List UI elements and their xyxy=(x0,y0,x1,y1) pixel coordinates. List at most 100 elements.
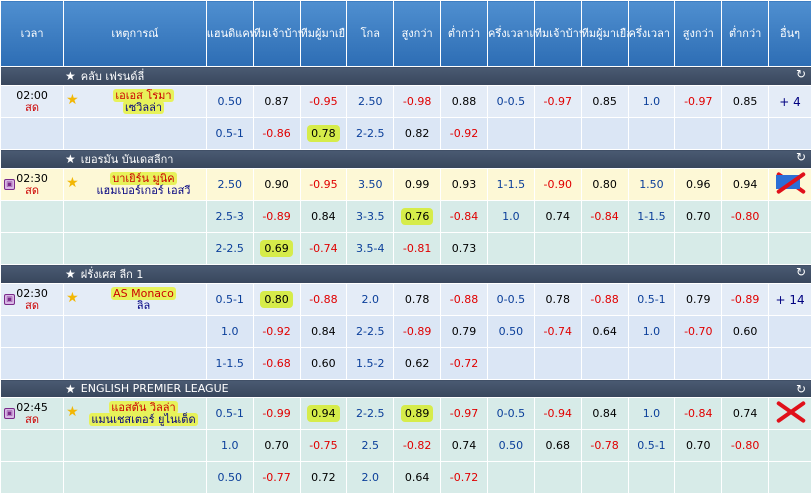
star-icon[interactable]: ★ xyxy=(66,290,79,306)
away-team[interactable]: เซวิลล่า xyxy=(122,100,164,114)
odds-cell[interactable]: 0.79 xyxy=(440,315,488,348)
home-team[interactable]: แอสตัน วิลล่า xyxy=(109,400,178,414)
odds-cell[interactable]: 0.82 xyxy=(393,117,442,150)
odds-cell[interactable]: 0.69 xyxy=(252,232,301,265)
away-team[interactable]: แฮมเบอร์เกอร์ เอสวี xyxy=(96,183,191,197)
tv-icon[interactable]: ▣ xyxy=(4,179,15,190)
more-bets[interactable]: + 4 xyxy=(768,85,812,118)
odds-cell[interactable]: -0.97 xyxy=(674,85,723,118)
tv-icon[interactable]: ▣ xyxy=(4,294,15,305)
star-icon[interactable]: ★ xyxy=(66,92,79,108)
away-team[interactable]: แมนเชสเตอร์ ยูไนเต็ด xyxy=(89,412,198,426)
odds-cell[interactable]: -0.84 xyxy=(674,397,723,430)
odds-cell[interactable]: 0.72 xyxy=(299,461,348,494)
home-team[interactable]: AS Monaco xyxy=(111,286,176,300)
star-icon[interactable]: ★ xyxy=(65,381,76,396)
star-icon[interactable]: ★ xyxy=(65,152,76,166)
odds-cell[interactable]: -0.84 xyxy=(440,200,488,233)
away-team[interactable]: ลิล xyxy=(136,298,151,312)
odds-cell[interactable]: -0.92 xyxy=(440,117,488,150)
odds-cell[interactable]: -0.72 xyxy=(440,461,488,494)
odds-cell[interactable]: 0.79 xyxy=(674,283,723,316)
refresh-icon[interactable]: ↻ xyxy=(795,265,806,280)
odds-cell[interactable]: -0.68 xyxy=(252,347,301,380)
refresh-icon[interactable]: ↻ xyxy=(795,150,806,165)
odds-cell[interactable]: 0.80 xyxy=(580,168,629,201)
odds-cell[interactable]: -0.74 xyxy=(299,232,348,265)
odds-cell[interactable]: -0.89 xyxy=(721,283,770,316)
odds-cell[interactable]: -0.74 xyxy=(533,315,582,348)
league-header[interactable]: ★ คลับ เฟรนด์ลี่ ↻ xyxy=(0,66,812,86)
odds-cell[interactable]: 0.60 xyxy=(299,347,348,380)
odds-cell[interactable]: 0.76 xyxy=(393,200,442,233)
odds-cell[interactable]: -0.88 xyxy=(440,283,488,316)
star-icon[interactable]: ★ xyxy=(66,175,79,191)
odds-cell[interactable]: -0.82 xyxy=(393,429,442,462)
odds-cell[interactable]: -0.75 xyxy=(299,429,348,462)
odds-cell[interactable]: 0.90 xyxy=(252,168,301,201)
odds-cell[interactable]: 0.62 xyxy=(393,347,442,380)
odds-cell[interactable]: 0.73 xyxy=(440,232,488,265)
odds-cell[interactable]: -0.97 xyxy=(533,85,582,118)
more-bets[interactable]: + 14 xyxy=(768,283,812,316)
odds-cell[interactable]: 0.74 xyxy=(440,429,488,462)
odds-cell[interactable]: -0.92 xyxy=(252,315,301,348)
odds-cell[interactable]: -0.72 xyxy=(440,347,488,380)
odds-cell[interactable]: 0.78 xyxy=(533,283,582,316)
home-team[interactable]: เอเอส โรมา xyxy=(113,88,174,102)
odds-cell[interactable]: 0.70 xyxy=(252,429,301,462)
odds-cell[interactable]: 0.89 xyxy=(393,397,442,430)
refresh-icon[interactable]: ↻ xyxy=(795,67,806,82)
odds-cell[interactable]: 0.84 xyxy=(580,397,629,430)
odds-cell[interactable]: 0.68 xyxy=(533,429,582,462)
odds-cell[interactable]: -0.88 xyxy=(580,283,629,316)
league-header[interactable]: ★ เยอรมัน บันเดสลีกา ↻ xyxy=(0,149,812,169)
home-team[interactable]: บาเยิร์น มูนิค xyxy=(110,171,177,185)
odds-cell[interactable]: -0.81 xyxy=(393,232,442,265)
odds-cell[interactable]: -0.94 xyxy=(533,397,582,430)
odds-cell[interactable]: 0.70 xyxy=(674,200,723,233)
odds-cell[interactable]: 0.74 xyxy=(721,397,770,430)
odds-cell[interactable]: 0.78 xyxy=(393,283,442,316)
league-header[interactable]: ★ ฝรั่งเศส ลีก 1 ↻ xyxy=(0,264,812,284)
odds-cell[interactable]: -0.98 xyxy=(393,85,442,118)
league-name[interactable]: ฝรั่งเศส ลีก 1 xyxy=(80,268,144,281)
odds-cell[interactable]: 0.70 xyxy=(674,429,723,462)
odds-cell[interactable]: -0.89 xyxy=(252,200,301,233)
odds-cell[interactable]: 0.88 xyxy=(440,85,488,118)
odds-cell[interactable]: -0.95 xyxy=(299,168,348,201)
odds-cell[interactable]: -0.90 xyxy=(533,168,582,201)
odds-cell[interactable]: 0.94 xyxy=(299,397,348,430)
odds-cell[interactable]: 0.80 xyxy=(252,283,301,316)
star-icon[interactable]: ★ xyxy=(66,404,79,420)
odds-cell[interactable]: 0.84 xyxy=(299,315,348,348)
odds-cell[interactable]: 0.64 xyxy=(580,315,629,348)
odds-cell[interactable]: -0.84 xyxy=(580,200,629,233)
league-name[interactable]: เยอรมัน บันเดสลีกา xyxy=(80,153,174,166)
odds-cell[interactable]: -0.77 xyxy=(252,461,301,494)
odds-cell[interactable]: -0.80 xyxy=(721,200,770,233)
league-name[interactable]: คลับ เฟรนด์ลี่ xyxy=(80,70,145,83)
odds-cell[interactable]: -0.99 xyxy=(252,397,301,430)
odds-cell[interactable]: -0.95 xyxy=(299,85,348,118)
odds-cell[interactable]: 0.87 xyxy=(252,85,301,118)
odds-cell[interactable]: -0.89 xyxy=(393,315,442,348)
odds-cell[interactable]: -0.86 xyxy=(252,117,301,150)
odds-cell[interactable]: -0.97 xyxy=(440,397,488,430)
odds-cell[interactable]: 0.99 xyxy=(393,168,442,201)
odds-cell[interactable]: -0.88 xyxy=(299,283,348,316)
odds-cell[interactable]: 0.74 xyxy=(533,200,582,233)
star-icon[interactable]: ★ xyxy=(65,69,76,83)
tv-icon[interactable]: ▣ xyxy=(4,408,15,419)
odds-cell[interactable]: -0.80 xyxy=(721,429,770,462)
league-name[interactable]: ENGLISH PREMIER LEAGUE xyxy=(80,382,229,395)
odds-cell[interactable]: 0.94 xyxy=(721,168,770,201)
odds-cell[interactable]: 0.85 xyxy=(580,85,629,118)
odds-cell[interactable]: -0.78 xyxy=(580,429,629,462)
league-header[interactable]: ★ ENGLISH PREMIER LEAGUE ↻ xyxy=(0,379,812,398)
odds-cell[interactable]: 0.78 xyxy=(299,117,348,150)
odds-cell[interactable]: -0.70 xyxy=(674,315,723,348)
odds-cell[interactable]: 0.85 xyxy=(721,85,770,118)
star-icon[interactable]: ★ xyxy=(65,267,76,281)
odds-cell[interactable]: 0.64 xyxy=(393,461,442,494)
